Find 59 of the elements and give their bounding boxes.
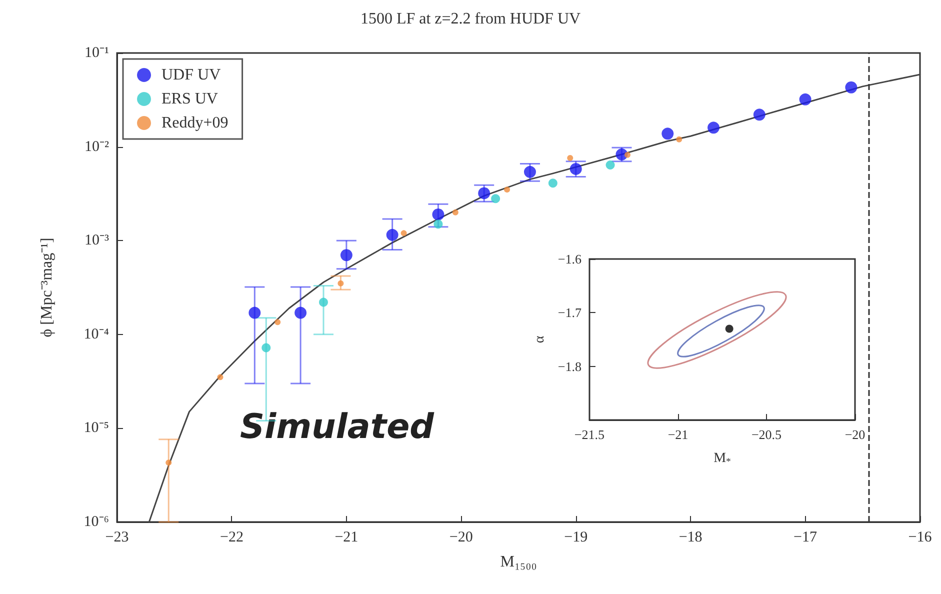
- point: [294, 306, 307, 319]
- x-tick-label: −18: [678, 530, 702, 546]
- x-tick-label: −23: [105, 530, 129, 546]
- point: [845, 81, 858, 94]
- y-axis-title: α: [532, 335, 548, 344]
- y-axis-title: ϕ [Mpc⁻³mag⁻¹]: [38, 238, 56, 338]
- point: [548, 178, 558, 188]
- x-tick-label: −20.5: [751, 427, 782, 442]
- y-tick-label: 10⁻²: [84, 138, 110, 155]
- point: [340, 249, 352, 262]
- y-tick-label: −1.6: [558, 252, 582, 266]
- legend-label: UDF UV: [162, 66, 222, 84]
- point: [676, 136, 682, 142]
- point: [400, 230, 407, 236]
- point: [217, 374, 224, 380]
- point: [478, 187, 490, 200]
- y-tick-label: 10⁻⁶: [84, 514, 109, 530]
- point: [662, 128, 674, 140]
- point: [491, 194, 500, 204]
- point: [434, 220, 443, 229]
- point: [753, 108, 766, 121]
- y-tick-label: −1.8: [558, 358, 582, 374]
- point: [606, 160, 615, 170]
- legend-label: Reddy+09: [162, 114, 228, 132]
- x-tick-label: −21.5: [574, 427, 605, 442]
- x-tick-label: −19: [564, 530, 588, 546]
- x-tick-label: −17: [794, 530, 818, 546]
- point: [624, 152, 630, 158]
- point: [567, 154, 574, 161]
- point: [274, 319, 281, 326]
- x-tick-label: −20: [449, 530, 473, 546]
- y-tick-label: 10⁻³: [84, 232, 110, 249]
- x-axis-title: M₁₅₀₀: [500, 554, 537, 570]
- point: [262, 343, 271, 352]
- point: [318, 298, 328, 307]
- point: [570, 162, 582, 175]
- y-tick-label: −1.7: [558, 305, 582, 320]
- point: [799, 93, 812, 106]
- point: [452, 209, 458, 216]
- point: [524, 166, 536, 178]
- point: [338, 280, 344, 286]
- y-tick-label: 10⁻⁵: [84, 420, 109, 436]
- chart-title: 1500 LF at z=2.2 from HUDF UV: [360, 10, 581, 28]
- annotation: Simulated: [240, 407, 435, 447]
- y-tick-label: 10⁻¹: [84, 45, 109, 61]
- x-axis-title: M*: [714, 451, 732, 468]
- point: [708, 122, 720, 134]
- y-tick-label: 10⁻⁴: [84, 326, 109, 342]
- x-tick-label: −16: [908, 530, 932, 546]
- legend-label: ERS UV: [162, 90, 218, 108]
- x-tick-label: −21: [334, 530, 358, 546]
- x-tick-label: −22: [220, 530, 244, 546]
- point: [432, 208, 444, 220]
- point: [166, 460, 172, 466]
- point: [504, 186, 510, 193]
- x-tick-label: −21: [668, 427, 688, 442]
- point: [248, 306, 261, 319]
- x-tick-label: −20: [844, 427, 866, 442]
- point: [386, 228, 398, 241]
